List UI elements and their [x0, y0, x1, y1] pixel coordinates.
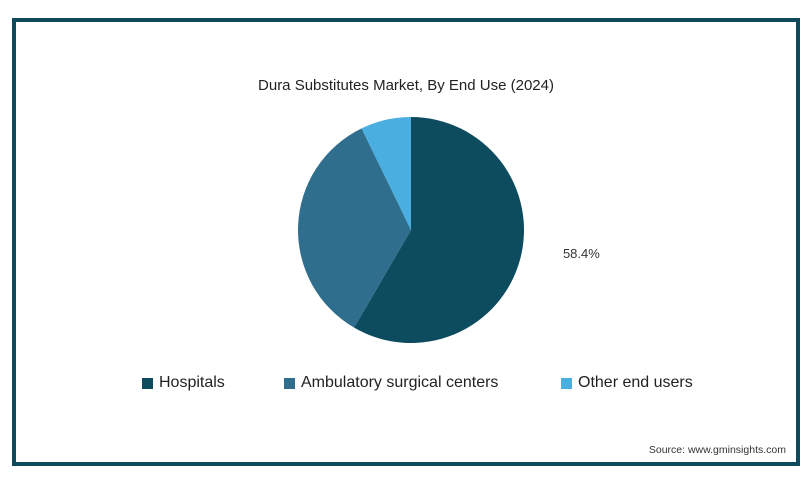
chart-title: Dura Substitutes Market, By End Use (202… [258, 77, 554, 94]
pie-slice-ambulatory-surgical-centers [298, 128, 411, 328]
pie-slice-hospitals [354, 117, 524, 343]
legend-swatch-other-end-users [561, 377, 572, 389]
legend-item-ambulatory-surgical-centers: Ambulatory surgical centers [284, 374, 498, 392]
pie-slice-other-end-users [361, 117, 411, 230]
legend-item-hospitals: Hospitals [142, 374, 225, 392]
legend-swatch-ambulatory-surgical-centers [284, 377, 295, 389]
legend-label-other-end-users: Other end users [578, 374, 693, 391]
legend-swatch-hospitals [142, 377, 153, 389]
chart-frame: Dura Substitutes Market, By End Use (202… [12, 18, 800, 466]
pie-chart: 58.4% [298, 117, 600, 343]
legend-label-ambulatory-surgical-centers: Ambulatory surgical centers [301, 374, 499, 391]
legend-label-hospitals: Hospitals [159, 374, 225, 391]
data-label-hospitals: 58.4% [563, 246, 600, 261]
legend: Hospitals Ambulatory surgical centers Ot… [16, 374, 796, 398]
source-note: Source: www.gminsights.com [648, 444, 786, 456]
legend-item-other-end-users: Other end users [561, 374, 693, 392]
